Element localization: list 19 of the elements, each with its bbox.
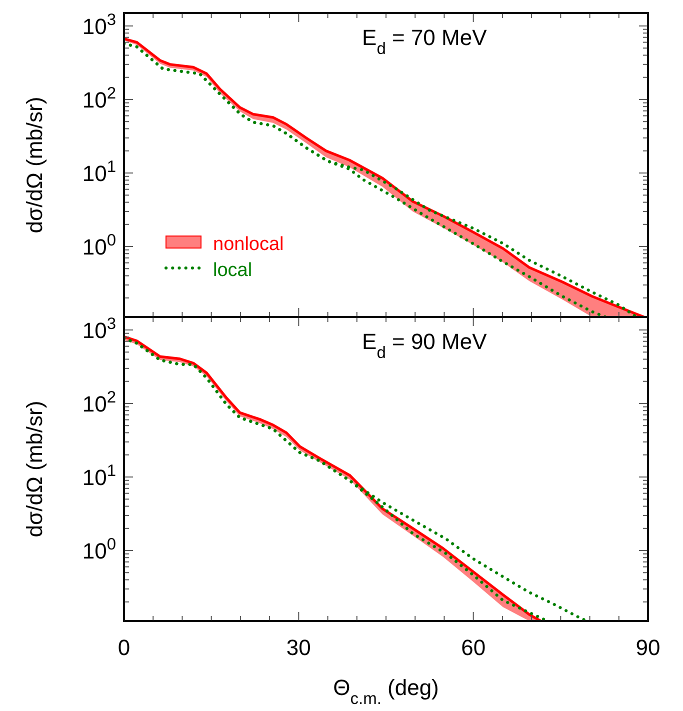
x-tick-label: 60 [461, 635, 486, 660]
y-tick-label: 10$^{2}$ [82, 84, 116, 112]
legend-label: nonlocal [213, 234, 284, 256]
y-tick-label: 10$^{3}$ [82, 314, 116, 343]
x-tick-label: 30 [286, 635, 311, 660]
legend-label: local [213, 260, 252, 282]
annotation: E$_{d}$ = 70 MeV [362, 25, 488, 58]
y-tick-label: 10$^{0}$ [82, 232, 116, 260]
y-tick-label: 10$^{2}$ [82, 388, 116, 416]
y-tick-label: 10$^{1}$ [82, 462, 116, 490]
y-tick-label: 10$^{3}$ [82, 10, 116, 39]
x-tick-label: 90 [636, 635, 660, 660]
x-axis-title: Θ$_{c.m.}$ (deg) [333, 675, 439, 708]
y-tick-label: 10$^{0}$ [82, 536, 116, 564]
annotation: E$_{d}$ = 90 MeV [362, 329, 488, 362]
x-tick-label: 0 [118, 635, 130, 660]
y-tick-label: 10$^{1}$ [82, 158, 116, 186]
y-axis-title: dσ/dΩ (mb/sr) [22, 400, 47, 538]
y-axis-title: dσ/dΩ (mb/sr) [22, 96, 47, 234]
